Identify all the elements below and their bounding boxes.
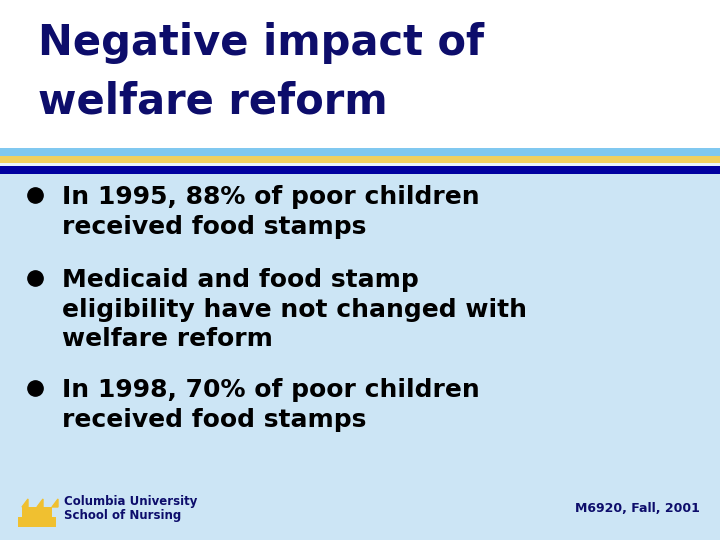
Bar — [22, 507, 52, 519]
Bar — [0, 163, 720, 166]
Polygon shape — [37, 499, 43, 507]
Text: Medicaid and food stamp
eligibility have not changed with
welfare reform: Medicaid and food stamp eligibility have… — [62, 268, 527, 352]
Bar — [0, 166, 720, 174]
Text: In 1995, 88% of poor children
received food stamps: In 1995, 88% of poor children received f… — [62, 185, 480, 239]
Bar — [0, 148, 720, 156]
Bar — [18, 517, 56, 527]
Text: Negative impact of: Negative impact of — [38, 22, 484, 64]
Text: In 1998, 70% of poor children
received food stamps: In 1998, 70% of poor children received f… — [62, 378, 480, 431]
Text: welfare reform: welfare reform — [38, 80, 387, 122]
Bar — [0, 156, 720, 163]
Text: School of Nursing: School of Nursing — [64, 509, 181, 522]
Bar — [0, 0, 720, 148]
Text: M6920, Fall, 2001: M6920, Fall, 2001 — [575, 502, 700, 515]
Text: Columbia University: Columbia University — [64, 495, 197, 508]
Bar — [0, 174, 720, 540]
Polygon shape — [52, 499, 58, 507]
Polygon shape — [22, 499, 28, 507]
